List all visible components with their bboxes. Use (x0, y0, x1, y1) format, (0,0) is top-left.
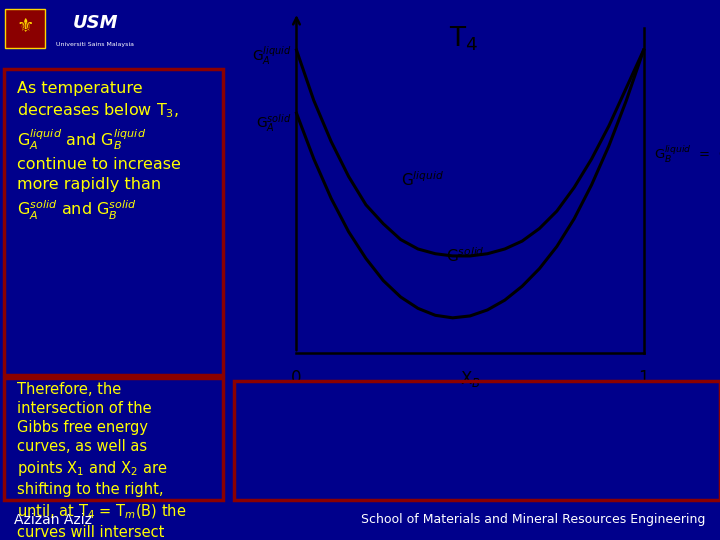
Text: Therefore, the
intersection of the
Gibbs free energy
curves, as well as
points X: Therefore, the intersection of the Gibbs… (17, 382, 186, 540)
Text: X$_B$: X$_B$ (459, 369, 480, 389)
Text: G$_A^{liquid}$: G$_A^{liquid}$ (252, 45, 292, 68)
Text: G$_A^{solid}$: G$_A^{solid}$ (256, 112, 292, 133)
Text: 1: 1 (639, 369, 649, 387)
Text: USM: USM (73, 14, 118, 31)
Text: G$^{liquid}$: G$^{liquid}$ (400, 170, 444, 189)
Text: School of Materials and Mineral Resources Engineering: School of Materials and Mineral Resource… (361, 513, 706, 526)
Text: 0: 0 (291, 369, 302, 387)
Text: Azizan Aziz: Azizan Aziz (14, 513, 92, 526)
Text: Universiti Sains Malaysia: Universiti Sains Malaysia (56, 42, 134, 47)
Bar (4, 9, 45, 48)
Text: ⚜: ⚜ (16, 17, 34, 36)
Text: At T4 and below this temperature the Gibbs free
energy of the solid phase is low: At T4 and below this temperature the Gib… (248, 387, 652, 481)
Text: G$_B^{liquid}$  =  G$_B^{solid}$: G$_B^{liquid}$ = G$_B^{solid}$ (654, 144, 720, 165)
Text: G$^{solid}$: G$^{solid}$ (446, 246, 485, 265)
Text: T$_4$: T$_4$ (449, 25, 477, 53)
Text: As temperature
decreases below T$_3$,
G$_A^{liquid}$ and G$_B^{liquid}$
continue: As temperature decreases below T$_3$, G$… (17, 81, 181, 222)
